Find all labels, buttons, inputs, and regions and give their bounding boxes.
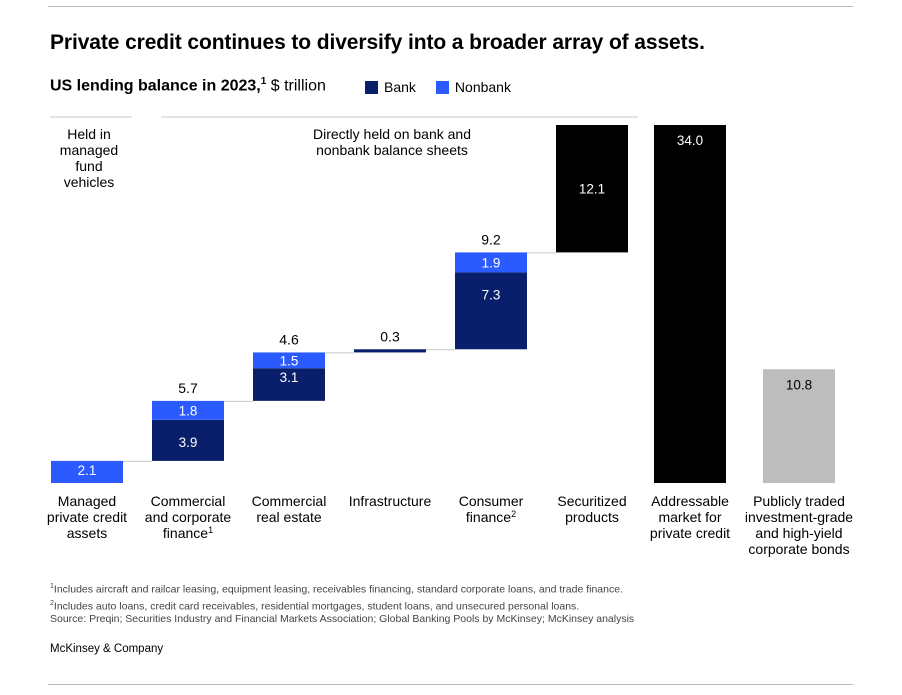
category-8-label-line-2: investment-grade (745, 509, 853, 525)
category-7-label-line-1: Addressable (651, 493, 729, 509)
bar-3-segment-1 (253, 368, 325, 401)
category-8-label-line-3: and high-yield (755, 525, 842, 541)
bottom-rule (48, 684, 853, 685)
category-6-label-line-1: Securitized (557, 493, 626, 509)
bar-3-total-label: 4.6 (279, 331, 299, 347)
chart-subtitle: US lending balance in 2023,1 $ trillion (50, 76, 326, 95)
annotation-managed-line-2: managed (60, 142, 118, 158)
bar-7-segment-1 (654, 125, 726, 483)
bar-5-segment-2-label: 1.9 (482, 255, 501, 270)
category-7-label-line-2: market for (658, 509, 721, 525)
bar-4-total-label: 0.3 (380, 328, 400, 344)
bar-2-segment-2-label: 1.8 (179, 403, 198, 418)
bar-5-segment-1-label: 7.3 (482, 287, 501, 302)
category-6-label-line-2: products (565, 509, 619, 525)
brand-name: McKinsey & Company (50, 643, 164, 655)
category-8-label-line-1: Publicly traded (753, 493, 845, 509)
annotation-managed-line-3: fund (75, 158, 102, 174)
bar-3-segment-2-label: 1.5 (280, 353, 299, 368)
subtitle-unit: $ trillion (266, 77, 326, 95)
bar-5-total-label: 9.2 (481, 231, 501, 247)
footnote-1-mark: 1 (50, 583, 54, 590)
bar-6-segment-1 (556, 125, 628, 253)
legend-swatch-bank (365, 80, 378, 94)
category-3-label-line-2: real estate (256, 509, 322, 525)
bar-2-segment-2 (152, 400, 224, 420)
bar-2-total-label: 5.7 (178, 380, 198, 396)
category-1-label-line-1: Managed (58, 493, 116, 509)
subtitle-footnote-mark: 1 (260, 76, 267, 87)
bar-6-segment-1-label: 12.1 (579, 182, 605, 197)
bar-1-segment-1-label: 2.1 (78, 463, 97, 478)
category-5-label-line-2: finance2 (466, 509, 516, 525)
top-rule (48, 6, 853, 7)
annotation-direct-line-1: Directly held on bank and (313, 126, 471, 142)
bar-1-segment-1 (51, 460, 123, 483)
category-7-label-line-3: private credit (650, 525, 730, 541)
chart-title: Private credit continues to diversify in… (50, 31, 705, 54)
bar-3-segment-1-label: 3.1 (280, 370, 299, 385)
category-8-label-line-4: corporate bonds (748, 541, 849, 557)
category-5-label-line-1: Consumer (459, 493, 524, 509)
legend: Bank Nonbank (365, 79, 531, 95)
bar-7-segment-1-label: 34.0 (677, 133, 703, 148)
bar-8-segment-1 (763, 369, 835, 483)
annotation-direct-line-2: nonbank balance sheets (316, 142, 468, 158)
category-5-footnote-mark: 2 (511, 509, 516, 519)
footnotes: 1Includes aircraft and railcar leasing, … (50, 580, 634, 626)
category-2-footnote-mark: 1 (208, 525, 213, 535)
legend-item-nonbank: Nonbank (435, 79, 511, 95)
legend-swatch-nonbank (435, 80, 449, 94)
source-note: Source: Preqin; Securities Industry and … (50, 613, 635, 625)
legend-label-bank: Bank (384, 79, 416, 95)
footnote-2-mark: 2 (50, 599, 54, 607)
bar-2-segment-1 (152, 419, 224, 461)
bar-2-segment-1-label: 3.9 (179, 435, 198, 450)
legend-label-nonbank: Nonbank (454, 79, 511, 95)
subtitle-main: US lending balance in 2023, (50, 77, 261, 95)
category-3-label-line-1: Commercial (252, 493, 327, 509)
category-1-label-line-3: assets (67, 525, 107, 541)
bar-5-segment-1 (455, 272, 527, 350)
category-2-label-line-1: Commercial (151, 493, 226, 509)
category-2-label-line-2: and corporate (145, 509, 232, 525)
category-2-label-line-3: finance1 (163, 525, 213, 541)
footnote-1: 1Includes aircraft and railcar leasing, … (50, 580, 634, 597)
legend-item-bank: Bank (365, 79, 416, 95)
footnote-2: 2Includes auto loans, credit card receiv… (50, 597, 634, 614)
annotation-managed-line-4: vehicles (64, 174, 115, 190)
bar-5-segment-2 (455, 252, 527, 273)
annotation-managed-line-1: Held in (67, 126, 111, 142)
bar-3-segment-2 (253, 352, 325, 369)
category-4-label-line-1: Infrastructure (349, 493, 432, 509)
footnote-1-text: Includes aircraft and railcar leasing, e… (53, 583, 623, 596)
footnote-2-text: Includes auto loans, credit card receiva… (53, 600, 580, 612)
bar-8-segment-1-label: 10.8 (786, 377, 812, 392)
bar-4-segment-1 (354, 349, 426, 353)
category-1-label-line-2: private credit (47, 509, 127, 525)
